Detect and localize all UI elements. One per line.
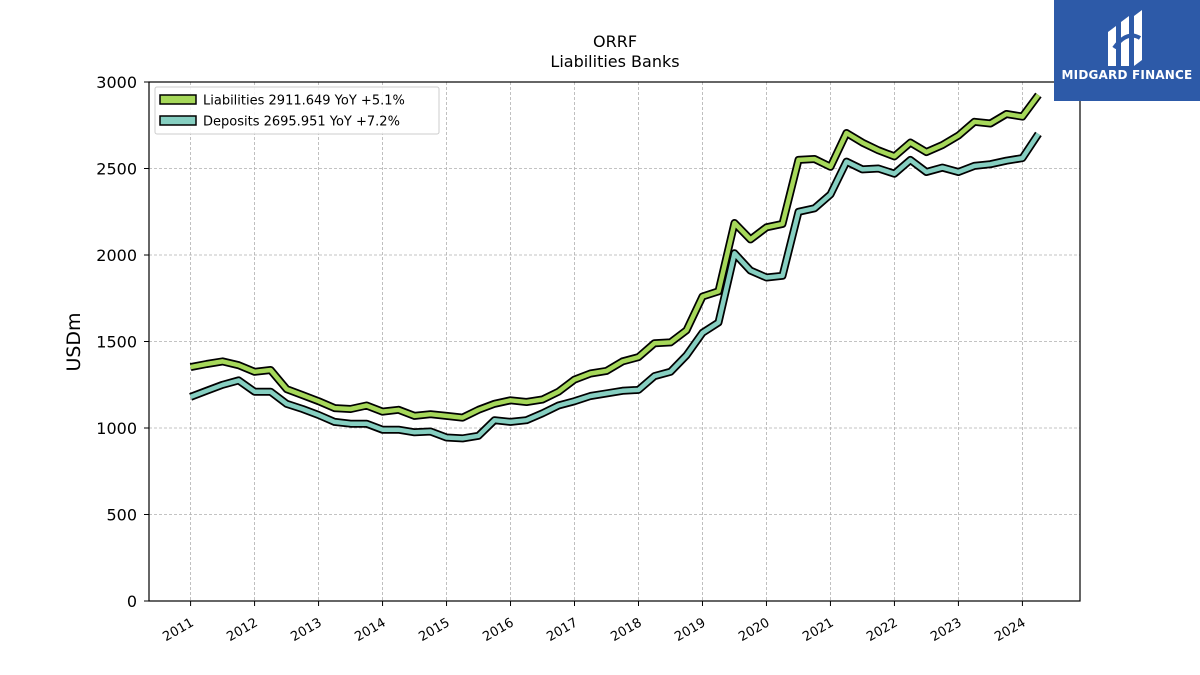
legend-box <box>154 86 440 135</box>
y-tick-label: 2000 <box>96 246 137 265</box>
legend-label-deposits: Deposits 2695.951 YoY +7.2% <box>203 115 400 130</box>
x-tick-label: 2011 <box>160 615 196 645</box>
x-tick-label: 2017 <box>544 615 580 645</box>
x-tick-label: 2020 <box>736 615 772 645</box>
grid <box>149 81 1080 602</box>
y-tick-label: 500 <box>106 506 137 525</box>
x-tick-label: 2022 <box>864 615 900 645</box>
x-tick-label: 2021 <box>800 615 836 645</box>
x-tick-label: 2015 <box>416 615 452 645</box>
x-tick-label: 2024 <box>992 615 1028 645</box>
series-layer <box>189 92 1042 443</box>
y-tick-label: 1500 <box>96 333 137 352</box>
chart-title: ORRF <box>593 32 637 51</box>
x-tick-label: 2023 <box>928 615 964 645</box>
x-tick-label: 2018 <box>608 615 644 645</box>
legend-swatch-liabilities <box>159 94 197 105</box>
y-axis-label: USDm <box>63 312 85 371</box>
y-tick-label: 2500 <box>96 160 137 179</box>
y-axis: 0 500 1000 1500 2000 2500 3000 <box>96 73 149 611</box>
legend: Liabilities 2911.649 YoY +5.1% Deposits … <box>154 86 440 135</box>
x-axis: 2011 2012 2013 2014 2015 2016 2017 2018 2019 2020… <box>160 601 1028 645</box>
y-tick-label: 0 <box>127 592 137 611</box>
midgard-finance-logo: MIDGARD FINANCE <box>1054 0 1200 101</box>
series-line-deposits <box>189 132 1041 441</box>
x-tick-label: 2012 <box>224 615 260 645</box>
legend-swatch-deposits <box>159 115 197 126</box>
x-tick-label: 2013 <box>288 615 324 645</box>
x-tick-label: 2014 <box>352 615 388 645</box>
x-tick-label: 2019 <box>672 615 708 645</box>
chart-subtitle: Liabilities Banks <box>550 52 679 71</box>
x-tick-label: 2016 <box>480 615 516 645</box>
y-tick-label: 3000 <box>96 73 137 92</box>
series-line-liabilities <box>190 93 1041 420</box>
logo-text: MIDGARD FINANCE <box>1061 68 1193 82</box>
y-tick-label: 1000 <box>96 419 137 438</box>
legend-label-liabilities: Liabilities 2911.649 YoY +5.1% <box>203 94 405 109</box>
midgard-logo-mark-icon <box>1108 10 1142 66</box>
